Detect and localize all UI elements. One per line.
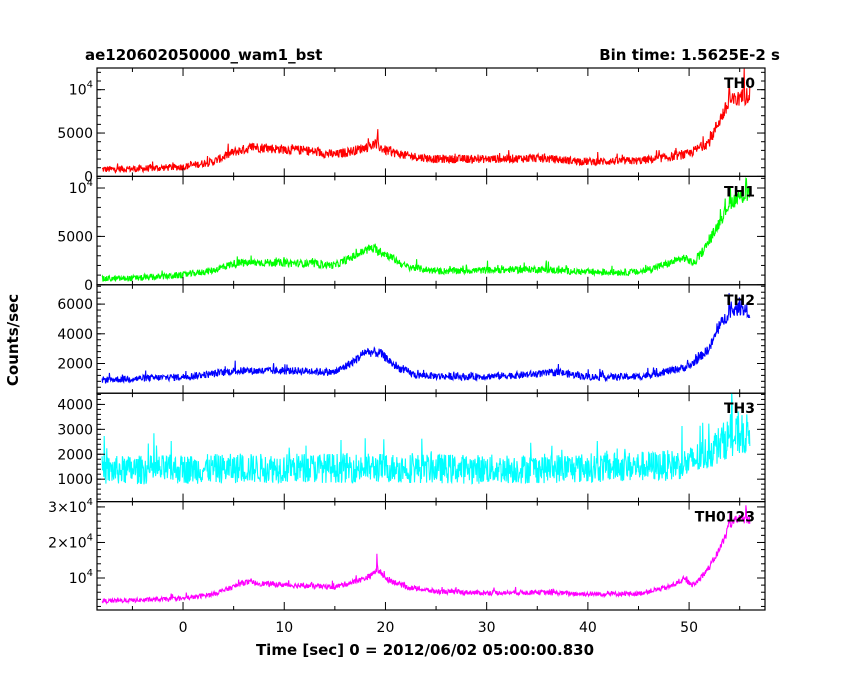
panel-th0123: 104 2×104 3×104 TH0123 — [48, 497, 766, 611]
x-tick-label: 20 — [377, 620, 395, 636]
y-tick-label: 1000 — [57, 472, 93, 488]
panel-th2: 2000 4000 6000 TH2 — [57, 284, 766, 394]
y-tick-label: 3000 — [57, 422, 93, 438]
y-tick-label: 4000 — [57, 327, 93, 343]
panel-th3: 1000 2000 3000 4000 TH3 — [57, 392, 766, 503]
y-tick-label: 5000 — [57, 126, 93, 142]
panels-layer: 0 5000 104 TH0 0 5000 104 TH1 2000 4000 6000 TH2 100… — [48, 67, 766, 611]
y-tick-label: 0 — [84, 169, 93, 185]
x-axis-label: Time [sec] 0 = 2012/06/02 05:00:00.830 — [256, 641, 594, 659]
y-tick-label: 104 — [69, 568, 93, 587]
panel-label: TH0 — [724, 76, 755, 92]
chart-title-left: ae120602050000_wam1_bst — [85, 46, 322, 64]
trace-th2 — [101, 293, 751, 385]
y-tick-label: 2000 — [57, 357, 93, 373]
y-tick-label: 5000 — [57, 229, 93, 245]
y-axis-label: Counts/sec — [4, 294, 22, 386]
y-tick-label: 0 — [84, 278, 93, 294]
x-tick-label: 0 — [179, 620, 188, 636]
x-axis-labels: 0 10 20 30 40 50 — [179, 620, 698, 636]
panel-label: TH0123 — [695, 510, 755, 526]
x-tick-label: 10 — [275, 620, 293, 636]
x-tick-label: 30 — [478, 620, 496, 636]
x-tick-label: 50 — [680, 620, 698, 636]
panel-frame — [96, 392, 766, 503]
y-tick-label: 2000 — [57, 447, 93, 463]
chart-title-right: Bin time: 1.5625E-2 s — [599, 46, 780, 64]
x-tick-label: 40 — [579, 620, 597, 636]
trace-th1 — [101, 177, 751, 282]
y-tick-label: 3×104 — [48, 497, 93, 516]
panel-label: TH2 — [724, 293, 755, 309]
panel-label: TH3 — [724, 401, 755, 417]
trace-th0123 — [101, 505, 751, 605]
y-tick-label: 104 — [69, 178, 93, 197]
panel-label: TH1 — [724, 184, 755, 200]
panel-frame — [96, 501, 766, 611]
panel-th1: 0 5000 104 TH1 — [57, 175, 766, 294]
y-tick-label: 4000 — [57, 397, 93, 413]
trace-th3 — [101, 393, 751, 485]
panel-th0: 0 5000 104 TH0 — [57, 67, 766, 185]
trace-th0 — [101, 68, 751, 174]
y-tick-label: 2×104 — [48, 532, 93, 551]
y-tick-label: 6000 — [57, 297, 93, 313]
y-tick-label: 104 — [69, 80, 93, 99]
